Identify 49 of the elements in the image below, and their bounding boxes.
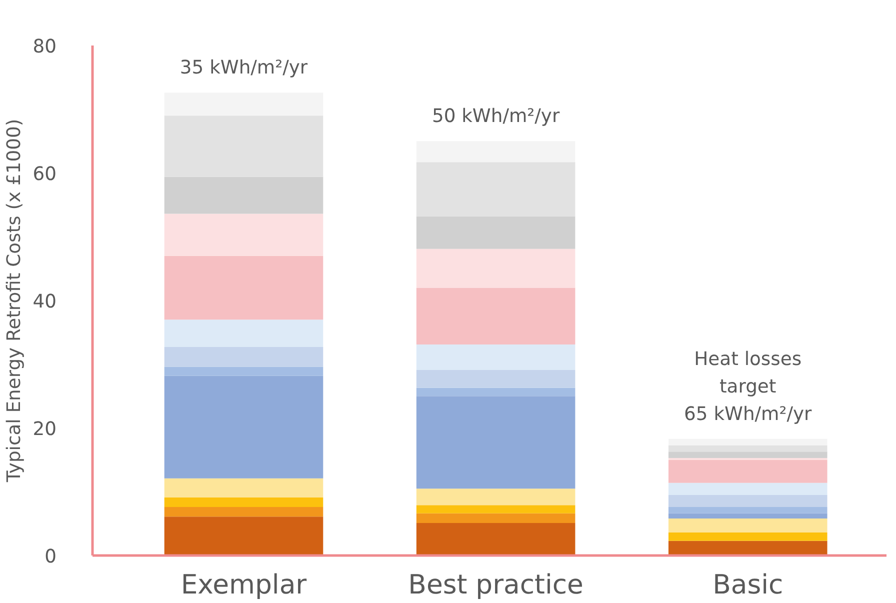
bar	[668, 507, 828, 514]
annotation: 50 kWh/m²/yr	[432, 106, 560, 128]
bar	[416, 388, 576, 396]
bar	[164, 176, 324, 214]
bar	[668, 482, 828, 495]
bar	[164, 92, 324, 116]
x-tick-label: Best practice	[408, 570, 584, 600]
bar	[164, 376, 324, 478]
y-tick-label: 0	[44, 546, 57, 568]
bar	[164, 497, 324, 508]
bar	[164, 478, 324, 498]
bar	[416, 488, 576, 506]
bar	[416, 248, 576, 288]
bar	[668, 445, 828, 452]
bar	[416, 370, 576, 388]
bar	[164, 347, 324, 367]
bar	[164, 116, 324, 177]
annotation: 35 kWh/m²/yr	[180, 58, 308, 79]
bar	[668, 518, 828, 533]
x-tick-label: Exemplar	[180, 570, 307, 600]
bar	[416, 513, 576, 523]
y-tick-label: 80	[32, 36, 57, 58]
y-tick-label: 40	[32, 292, 57, 312]
bar	[164, 516, 324, 556]
bar	[164, 256, 324, 320]
y-axis-title: Typical Energy Retrofit Costs (x £1000)	[4, 118, 25, 484]
bar	[668, 460, 828, 483]
y-tick-label: 60	[32, 164, 57, 185]
bar	[416, 288, 576, 344]
bar	[668, 494, 828, 508]
bar	[668, 438, 828, 446]
bar	[416, 344, 576, 370]
bar	[416, 522, 576, 556]
bar	[668, 532, 828, 541]
bar	[668, 452, 828, 458]
annotation: Heat losses target 65 kWh/m²/yr	[684, 349, 812, 425]
bar	[668, 513, 828, 519]
bar	[164, 507, 324, 517]
bar	[164, 320, 324, 348]
bar	[416, 162, 576, 216]
x-tick-label: Basic	[712, 570, 784, 600]
bar	[416, 396, 576, 489]
bar	[416, 505, 576, 514]
bar	[416, 141, 576, 162]
bar	[164, 366, 324, 376]
bar	[416, 216, 576, 249]
y-tick-label: 20	[32, 419, 57, 440]
bar	[164, 214, 324, 256]
bar	[668, 540, 828, 556]
